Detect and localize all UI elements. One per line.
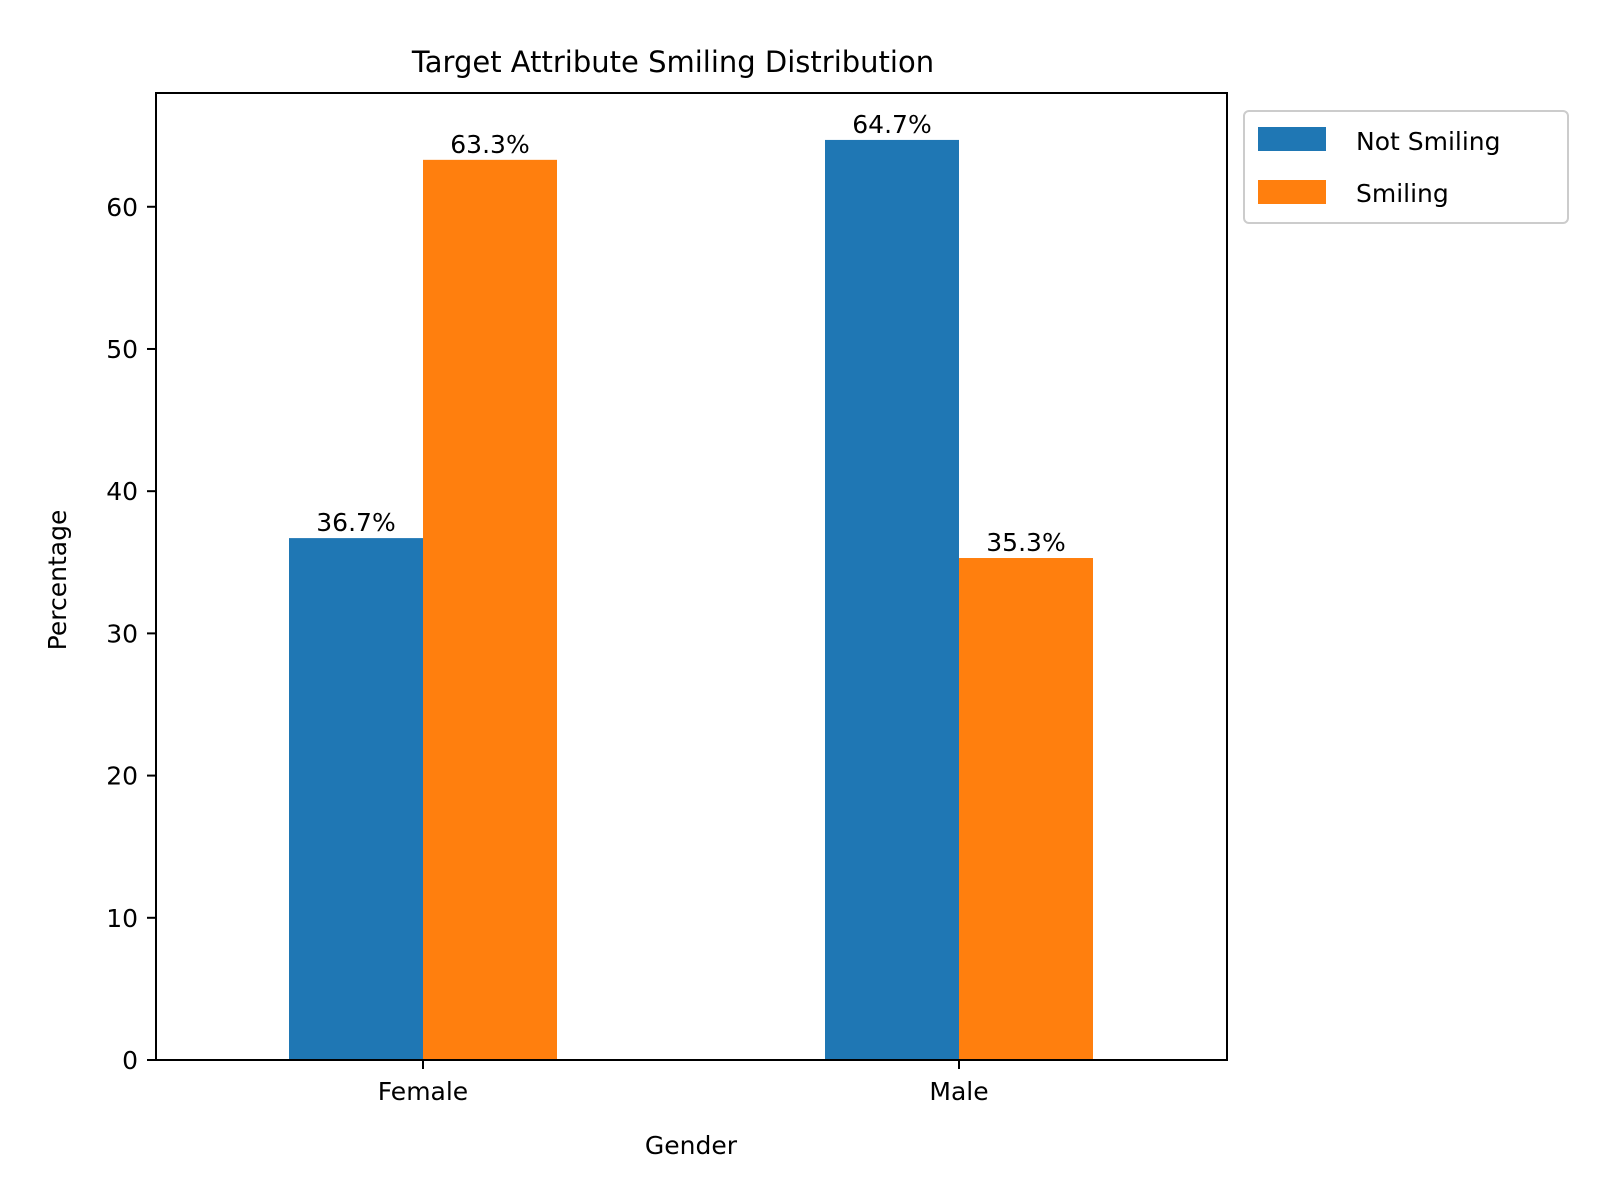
x-tick-label-male: Male [929,1077,988,1106]
y-tick-label-10: 10 [106,904,138,933]
bar-male-not-smiling [825,139,959,1060]
bar-value-label-female-not-smiling: 36.7% [316,508,395,537]
bar-female-not-smiling [289,538,423,1060]
y-axis-label: Percentage [43,510,72,651]
legend-swatch-not-smiling [1258,127,1326,151]
y-tick-label-40: 40 [106,477,138,506]
y-tick-label-0: 0 [122,1046,138,1075]
bar-value-label-male-not-smiling: 64.7% [852,110,931,139]
legend-label-not-smiling: Not Smiling [1356,127,1501,156]
bar-labels-layer: 36.7% 63.3% 64.7% 35.3% [316,110,1065,557]
y-tick-label-20: 20 [106,762,138,791]
x-axis-label: Gender [645,1131,738,1160]
y-axis: 0 10 20 30 40 50 60 [106,193,156,1075]
bars-layer [289,139,1093,1060]
bar-male-smiling [959,558,1093,1060]
y-tick-label-60: 60 [106,193,138,222]
plot-frame [155,92,1228,1061]
legend-label-smiling: Smiling [1356,179,1449,208]
bar-female-smiling [423,159,557,1060]
y-tick-label-50: 50 [106,335,138,364]
chart-title: Target Attribute Smiling Distribution [411,45,934,79]
x-axis: Female Male [378,1060,989,1106]
legend-swatch-smiling [1258,180,1326,204]
bar-value-label-female-smiling: 63.3% [450,130,529,159]
y-tick-label-30: 30 [106,619,138,648]
x-tick-label-female: Female [378,1077,468,1106]
bar-value-label-male-smiling: 35.3% [986,528,1065,557]
legend: Not Smiling Smiling [1243,110,1569,224]
